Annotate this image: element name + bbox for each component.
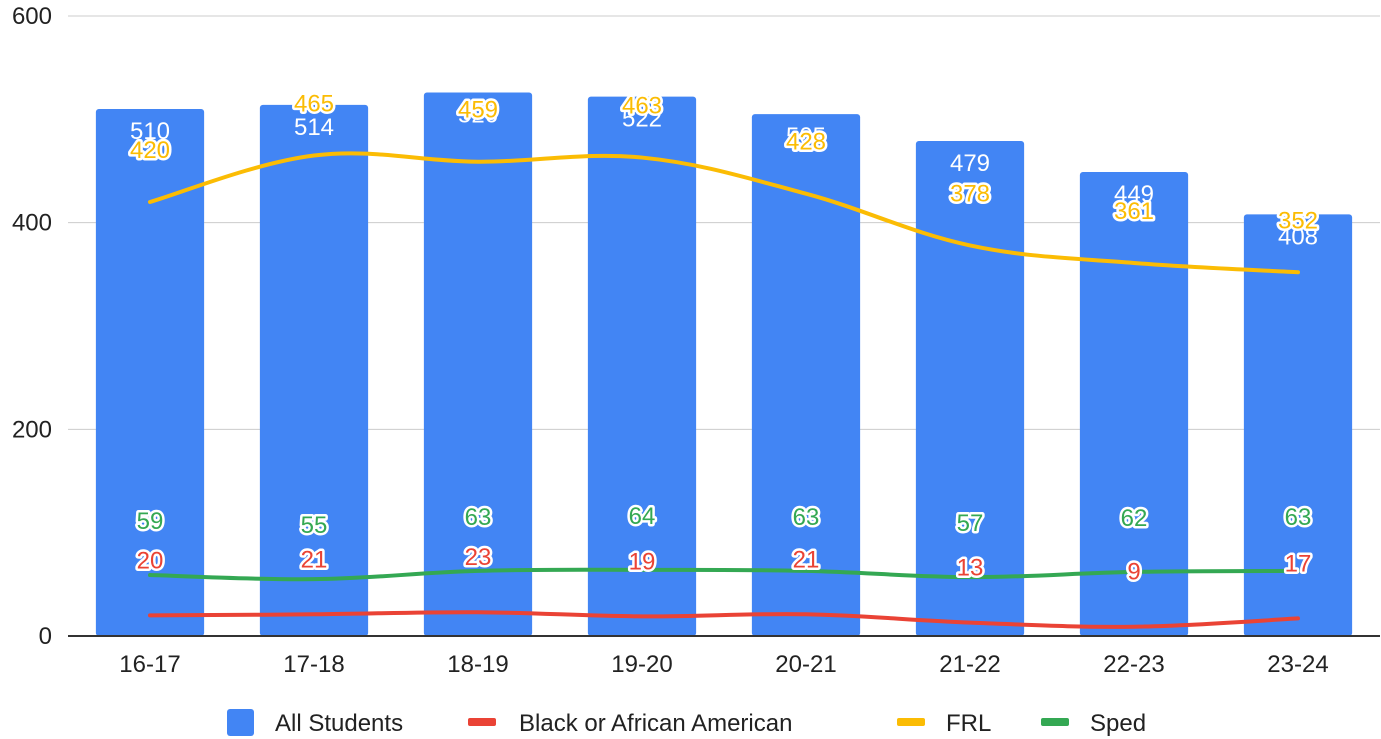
data-label-all-students: 408	[1278, 223, 1318, 250]
legend-item-frl: FRL	[897, 710, 991, 737]
legend-swatch	[897, 718, 925, 726]
line-black-african-american	[148, 610, 1300, 629]
x-tick-label: 17-18	[283, 651, 344, 678]
y-tick-label: 600	[12, 3, 52, 30]
bar-all-students	[751, 114, 861, 636]
data-label-all-students: 526	[458, 101, 498, 128]
data-label-black-african-american: 23	[465, 544, 492, 571]
data-label-sped: 63	[793, 504, 820, 531]
data-label-all-students: 514	[294, 114, 334, 141]
data-label-all-students: 505	[786, 123, 826, 150]
line-series	[148, 151, 1300, 629]
data-label-sped: 57	[957, 510, 984, 537]
legend-swatch	[468, 718, 496, 726]
data-label-all-students: 522	[622, 106, 662, 133]
x-tick-label: 23-24	[1267, 651, 1328, 678]
legend-label: FRL	[946, 710, 991, 737]
data-label-all-students: 510	[130, 118, 170, 145]
line-sped	[148, 567, 1300, 582]
data-label-black-african-american: 9	[1127, 559, 1140, 586]
x-tick-label: 22-23	[1103, 651, 1164, 678]
bar-all-students	[95, 109, 205, 636]
data-label-frl: 378	[950, 180, 990, 207]
bar-all-students	[915, 141, 1025, 637]
bar-all-students	[1079, 172, 1189, 637]
legend-label: All Students	[275, 710, 403, 737]
x-tick-label: 18-19	[447, 651, 508, 678]
legend-item-sped: Sped	[1041, 710, 1146, 737]
data-label-sped: 59	[137, 508, 164, 535]
data-labels: 510 514 526 522 505 479 449 408 20 21 23 19 21 13 9 17 4…	[127, 88, 1320, 588]
bar-all-students	[259, 104, 369, 636]
data-label-frl: 463	[622, 93, 662, 120]
data-label-frl: 361	[1114, 198, 1154, 225]
data-label-black-african-american: 19	[629, 548, 656, 575]
y-tick-label: 400	[12, 210, 52, 237]
data-label-sped: 55	[301, 512, 328, 539]
data-label-sped: 64	[629, 503, 656, 530]
data-label-black-african-american: 21	[301, 546, 328, 573]
data-label-all-students: 449	[1114, 181, 1154, 208]
axes: 0 200 400 600 16-17 17-18 18-19 19-20 20-21 21-22…	[12, 3, 1380, 678]
bar-all-students	[587, 96, 697, 637]
bar-series	[95, 92, 1353, 637]
legend-swatch	[227, 709, 254, 736]
data-label-sped: 63	[1285, 504, 1312, 531]
data-label-black-african-american: 20	[137, 547, 164, 574]
data-label-all-students: 479	[950, 150, 990, 177]
y-tick-label: 200	[12, 416, 52, 443]
x-tick-label: 21-22	[939, 651, 1000, 678]
data-label-black-african-american: 17	[1285, 550, 1312, 577]
data-label-frl: 420	[130, 137, 170, 164]
x-tick-label: 16-17	[119, 651, 180, 678]
x-tick-label: 20-21	[775, 651, 836, 678]
legend-item-all-students: All Students	[227, 709, 403, 737]
data-label-sped: 63	[465, 504, 492, 531]
data-label-frl: 465	[294, 91, 334, 118]
data-label-frl: 459	[458, 97, 498, 124]
data-label-black-african-american: 13	[957, 555, 984, 582]
y-tick-label: 0	[39, 623, 52, 650]
data-label-frl: 352	[1278, 207, 1318, 234]
legend-label: Sped	[1090, 710, 1146, 737]
legend: All Students Black or African American FRL…	[227, 709, 1146, 737]
legend-label: Black or African American	[519, 710, 792, 737]
legend-swatch	[1041, 718, 1069, 726]
data-label-black-african-american: 21	[793, 546, 820, 573]
data-label-frl: 428	[786, 129, 826, 156]
line-frl	[148, 151, 1300, 275]
bar-all-students	[423, 92, 533, 636]
data-label-sped: 62	[1121, 505, 1148, 532]
x-tick-label: 19-20	[611, 651, 672, 678]
legend-item-black-african-american: Black or African American	[468, 710, 792, 737]
bar-all-students	[1243, 214, 1353, 636]
